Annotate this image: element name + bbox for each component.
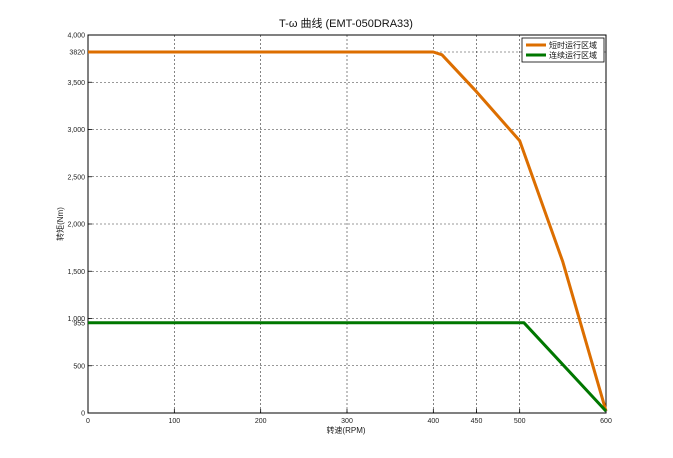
x-tick-label: 400 — [427, 418, 439, 425]
series-line-short-term — [88, 50, 608, 412]
y-tick-label: 2,000 — [67, 222, 85, 229]
y-tick-label: 1,000 — [67, 316, 85, 323]
legend-box — [521, 37, 605, 63]
y-tick-label: 0 — [81, 411, 85, 418]
legend-label-continuous: 连续运行区域 — [549, 50, 597, 60]
x-tick-label: 100 — [168, 418, 180, 425]
x-tick-label: 500 — [514, 418, 526, 425]
y-tick-label: 955 — [73, 320, 85, 327]
x-axis-label: 转速(RPM) — [326, 425, 365, 435]
x-tick-label: 450 — [471, 418, 483, 425]
y-tick-label: 4,000 — [67, 33, 85, 40]
legend-label-short-term: 短时运行区域 — [549, 40, 597, 50]
x-tick-label: 300 — [341, 418, 353, 425]
series-line-continuous — [88, 321, 608, 413]
chart-title: T-ω 曲线 (EMT-050DRA33) — [279, 16, 413, 30]
x-tick-label: 600 — [600, 418, 612, 425]
y-tick-label: 3,000 — [67, 127, 85, 134]
y-tick-label: 3820 — [69, 50, 85, 57]
series-layer — [88, 50, 608, 413]
y-tick-label: 500 — [73, 363, 85, 370]
y-axis-label: 转矩(Nm) — [55, 207, 65, 241]
y-tick-label: 1,500 — [67, 269, 85, 276]
y-tick-label: 3,500 — [67, 80, 85, 87]
x-tick-label: 0 — [86, 418, 90, 425]
x-tick-label: 200 — [255, 418, 267, 425]
legend: 短时运行区域 连续运行区域 — [521, 37, 605, 63]
y-tick-label: 2,500 — [67, 174, 85, 181]
grid-layer — [88, 35, 606, 413]
